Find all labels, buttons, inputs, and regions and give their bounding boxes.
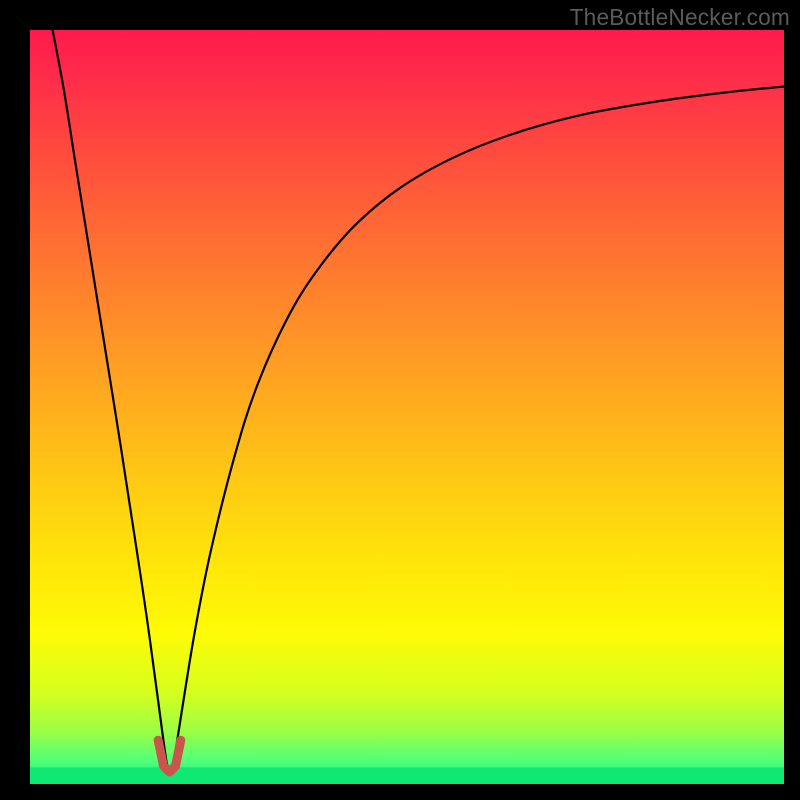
chart-frame: TheBottleNecker.com xyxy=(0,0,800,800)
bottom-band xyxy=(30,767,784,784)
watermark-text: TheBottleNecker.com xyxy=(570,4,790,31)
gradient-background xyxy=(30,30,784,784)
plot-area xyxy=(30,30,784,784)
bottleneck-chart xyxy=(30,30,784,784)
